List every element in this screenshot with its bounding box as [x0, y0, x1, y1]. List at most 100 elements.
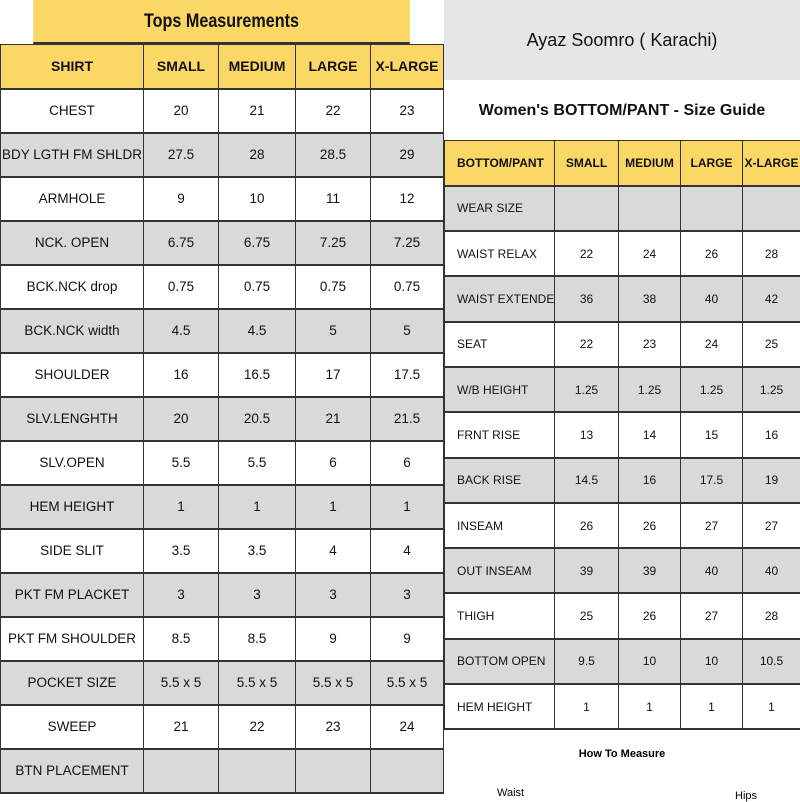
cell-value: 36	[555, 276, 619, 321]
cell-value: 14.5	[555, 458, 619, 503]
cell-value	[681, 186, 743, 231]
cell-value: 1.25	[555, 367, 619, 412]
cell-value: 1.25	[681, 367, 743, 412]
cell-value: 0.75	[296, 265, 371, 309]
cell-value: 40	[681, 548, 743, 593]
cell-value: 4	[371, 529, 444, 573]
cell-value: 25	[555, 593, 619, 638]
cell-value: 25	[743, 322, 800, 367]
cell-value: 19	[743, 458, 800, 503]
cell-value: 1	[296, 485, 371, 529]
column-header: SHIRT	[1, 45, 144, 89]
column-header: LARGE	[296, 45, 371, 89]
cell-value: 9.5	[555, 639, 619, 684]
brand-title: Ayaz Soomro ( Karachi)	[444, 0, 800, 80]
cell-value: 20	[144, 397, 219, 441]
cell-value: 28	[743, 231, 800, 276]
cell-value: 1	[743, 684, 800, 729]
cell-value: 23	[371, 89, 444, 133]
cell-value: 40	[681, 276, 743, 321]
cell-value: 26	[555, 503, 619, 548]
row-label: OUT INSEAM	[445, 548, 555, 593]
cell-value: 11	[296, 177, 371, 221]
cell-value: 27.5	[144, 133, 219, 177]
cell-value: 14	[619, 412, 681, 457]
cell-value: 9	[296, 617, 371, 661]
table-row: WEAR SIZE	[445, 186, 800, 231]
waist-label: Waist	[497, 787, 524, 799]
cell-value: 1.25	[619, 367, 681, 412]
column-header: SMALL	[144, 45, 219, 89]
cell-value: 8.5	[219, 617, 296, 661]
cell-value: 3	[371, 573, 444, 617]
cell-value: 42	[743, 276, 800, 321]
column-header: MEDIUM	[219, 45, 296, 89]
cell-value: 21	[219, 89, 296, 133]
cell-value: 10	[219, 177, 296, 221]
row-label: BACK RISE	[445, 458, 555, 503]
cell-value: 5	[296, 309, 371, 353]
cell-value: 23	[296, 705, 371, 749]
column-header: BOTTOM/PANT	[445, 141, 555, 186]
row-label: W/B HEIGHT	[445, 367, 555, 412]
cell-value: 21	[144, 705, 219, 749]
cell-value: 4.5	[144, 309, 219, 353]
cell-value: 7.25	[371, 221, 444, 265]
cell-value: 6	[296, 441, 371, 485]
cell-value	[144, 749, 219, 793]
cell-value: 17	[296, 353, 371, 397]
cell-value: 22	[555, 231, 619, 276]
row-label: SIDE SLIT	[1, 529, 144, 573]
cell-value: 1	[619, 684, 681, 729]
cell-value	[555, 186, 619, 231]
cell-value: 3	[219, 573, 296, 617]
row-label: PKT FM SHOULDER	[1, 617, 144, 661]
column-header: X-LARGE	[743, 141, 800, 186]
row-label: CHEST	[1, 89, 144, 133]
cell-value: 26	[619, 503, 681, 548]
cell-value: 13	[555, 412, 619, 457]
cell-value: 9	[371, 617, 444, 661]
row-label: INSEAM	[445, 503, 555, 548]
cell-value	[743, 186, 800, 231]
row-label: BOTTOM OPEN	[445, 639, 555, 684]
row-label: SLV.LENGHTH	[1, 397, 144, 441]
cell-value: 17.5	[681, 458, 743, 503]
bottom-size-guide: Ayaz Soomro ( Karachi) Women's BOTTOM/PA…	[444, 0, 800, 760]
row-label: BTN PLACEMENT	[1, 749, 144, 793]
cell-value: 38	[619, 276, 681, 321]
cell-value: 40	[743, 548, 800, 593]
cell-value: 22	[555, 322, 619, 367]
cell-value: 5.5 x 5	[371, 661, 444, 705]
row-label: SHOULDER	[1, 353, 144, 397]
cell-value: 21	[296, 397, 371, 441]
cell-value: 29	[371, 133, 444, 177]
row-label: THIGH	[445, 593, 555, 638]
cell-value	[219, 749, 296, 793]
column-header: X-LARGE	[371, 45, 444, 89]
cell-value: 24	[619, 231, 681, 276]
cell-value: 12	[371, 177, 444, 221]
cell-value: 3	[144, 573, 219, 617]
cell-value: 3.5	[219, 529, 296, 573]
cell-value: 39	[619, 548, 681, 593]
cell-value: 6.75	[144, 221, 219, 265]
cell-value: 6.75	[219, 221, 296, 265]
cell-value: 3.5	[144, 529, 219, 573]
row-label: BCK.NCK width	[1, 309, 144, 353]
